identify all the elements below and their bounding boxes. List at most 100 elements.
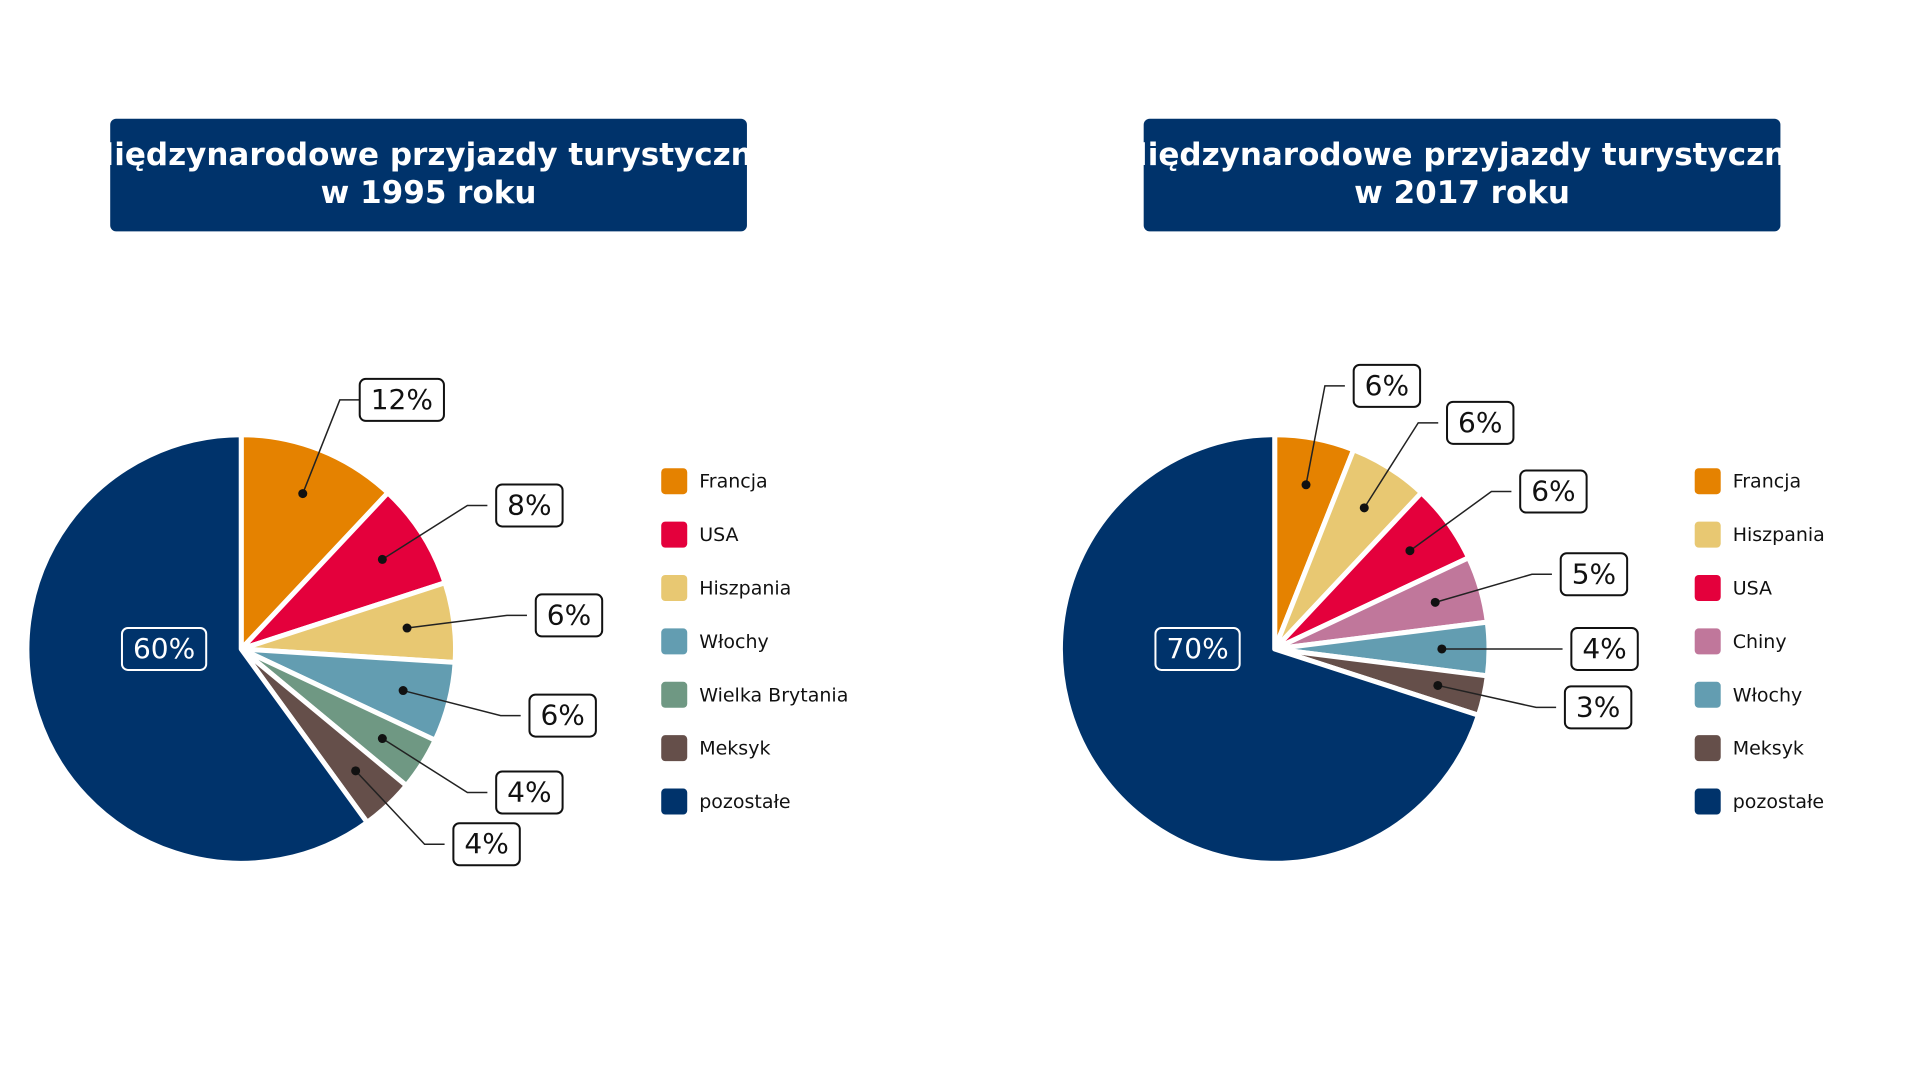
leader-line [381,504,488,561]
legend-swatch [1694,575,1721,602]
value-label: 6% [1365,369,1409,402]
label-box [1563,685,1633,730]
legend-label: Wielka Brytania [699,684,848,706]
legend-swatch [661,575,688,602]
leader-line [381,737,488,794]
value-label-box: 12% [358,377,445,422]
value-label: 4% [464,827,508,860]
legend-swatch [1694,628,1721,655]
legend-label: Francja [699,471,767,493]
legend-swatch [661,788,688,815]
legend-label: USA [1733,578,1772,600]
value-label-box: 3% [1563,685,1633,730]
leader-dot [298,489,308,499]
value-label-box: 6% [528,693,597,738]
legend-swatch [661,628,688,655]
value-label: 6% [1458,406,1502,439]
legend-label: USA [699,524,738,546]
value-label: 6% [1531,475,1575,508]
legend-swatch [1694,521,1721,548]
label-box [1446,400,1515,445]
chart-title: w 2017 roku [1354,175,1570,211]
value-label: 60% [133,632,195,665]
pie-slice [1057,432,1481,866]
value-label-box: 6% [1352,363,1422,408]
value-label: 6% [547,598,591,631]
legend-swatch [661,681,688,708]
legend-swatch [661,521,688,548]
legend-label: Francja [1733,471,1801,493]
leader-dot [1359,503,1369,513]
legend-swatch [1694,681,1721,708]
label-box [534,593,604,638]
leader-dot [377,734,387,744]
pie-slice [24,432,370,866]
title-box [110,118,747,232]
legend-label: pozostałe [1733,791,1824,813]
value-label: 5% [1572,557,1616,590]
label-box [358,377,445,422]
legend-label: Włochy [1733,684,1803,706]
legend-label: pozostałe [699,791,790,813]
chart-title: Międzynarodowe przyjazdy turystyczne [1117,137,1807,173]
label-box [495,770,564,815]
label-box [1154,626,1241,671]
leader-dot [377,554,387,564]
leader-line [355,770,445,845]
value-label: 8% [507,488,551,521]
value-label: 70% [1166,632,1228,665]
leader-line [1435,573,1552,604]
label-box [1519,469,1588,514]
leader-dot [402,623,412,633]
value-label-box: 70% [1154,626,1241,671]
legend-label: Meksyk [699,738,770,760]
label-box [1570,626,1639,671]
leader-dot [1301,480,1311,490]
leader-dot [351,766,361,776]
leader-line [402,689,521,717]
leader-line [302,399,360,494]
leader-line [1305,385,1345,485]
value-label: 6% [540,699,584,732]
leader-dot [1430,597,1440,607]
leader-line [406,614,527,629]
value-label-box: 5% [1559,552,1629,597]
leader-line [1437,684,1557,709]
label-box [120,626,208,671]
leader-dot [398,686,408,696]
value-label: 4% [507,776,551,809]
leader-dot [1437,644,1447,654]
value-label-box: 6% [534,593,604,638]
legend-label: Włochy [699,631,769,653]
label-box [452,822,521,867]
leader-dot [1405,546,1415,556]
leader-dot [1433,680,1443,690]
legend-swatch [1694,735,1721,762]
label-box [528,693,597,738]
value-label: 4% [1582,632,1626,665]
leader-line [1409,490,1512,552]
chart-title: w 1995 roku [321,175,537,211]
value-label-box: 4% [452,822,521,867]
title-box [1143,118,1781,232]
legend-label: Hiszpania [1733,524,1825,546]
value-label-box: 6% [1446,400,1515,445]
value-label-box: 4% [1570,626,1639,671]
chart-title: Międzynarodowe przyjazdy turystyczne [83,137,773,173]
value-label-box: 4% [495,770,564,815]
leader-line [1363,422,1439,509]
legend-label: Hiszpania [699,578,791,600]
legend-swatch [661,468,688,495]
value-label-box: 60% [120,626,208,671]
value-label: 3% [1576,690,1620,723]
legend-swatch [661,735,688,762]
legend-label: Meksyk [1733,738,1804,760]
value-label-box: 6% [1519,469,1588,514]
value-label-box: 8% [495,483,564,528]
label-box [495,483,564,528]
label-box [1352,363,1422,408]
legend-label: Chiny [1733,631,1787,653]
value-label: 12% [371,383,433,416]
